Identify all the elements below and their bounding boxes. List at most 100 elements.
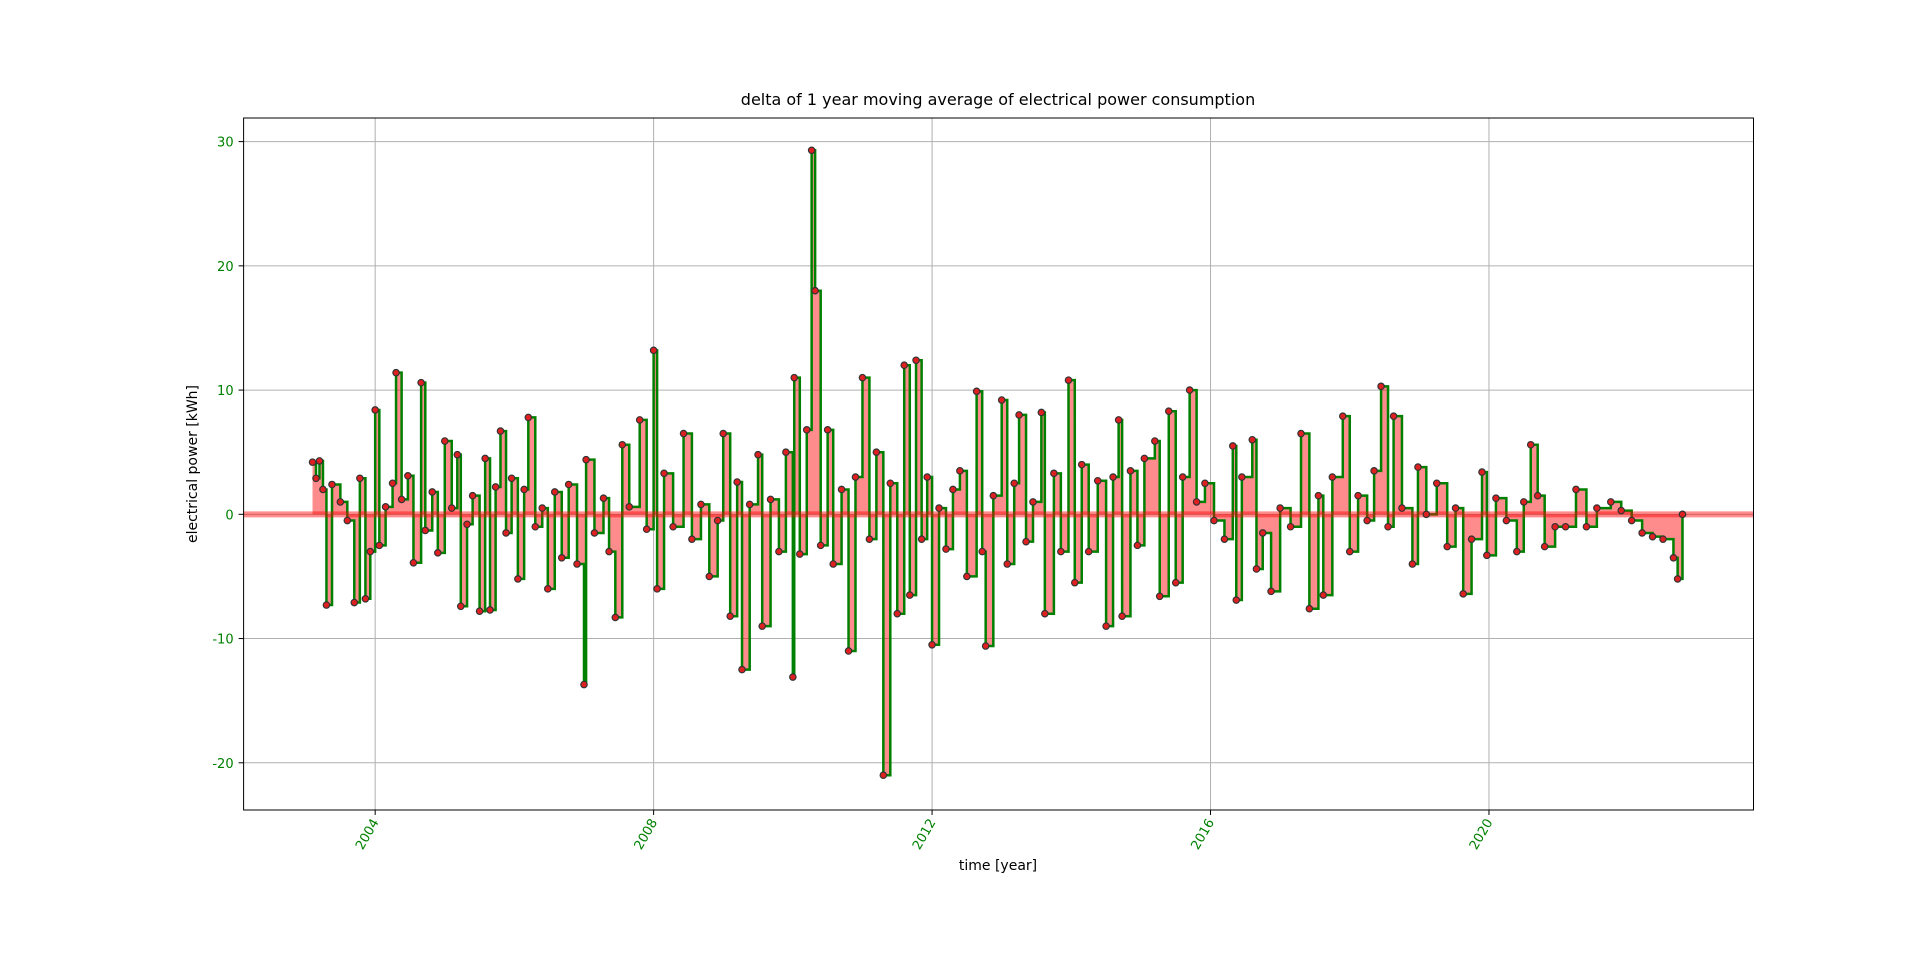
data-point — [796, 550, 804, 558]
data-point — [1384, 522, 1392, 531]
data-point — [336, 498, 345, 506]
data-point — [1029, 498, 1037, 506]
data-point — [972, 387, 981, 396]
data-point — [388, 479, 397, 488]
data-point — [350, 598, 359, 607]
data-point — [618, 440, 627, 449]
data-point — [1015, 411, 1023, 419]
data-point — [1414, 463, 1422, 471]
data-point — [1669, 553, 1678, 562]
x-tick-label: 2016 — [1188, 817, 1218, 853]
data-point — [434, 549, 442, 557]
data-point — [738, 665, 746, 674]
data-point — [481, 454, 489, 463]
data-point — [1432, 479, 1441, 488]
data-point — [981, 642, 990, 650]
y-axis-label: electrical power [kWh] — [185, 385, 201, 543]
data-point — [1314, 491, 1323, 500]
data-point — [590, 529, 599, 537]
data-point — [775, 547, 783, 556]
data-point — [688, 535, 696, 543]
data-point — [1109, 473, 1117, 481]
data-point — [844, 647, 853, 655]
data-point — [1483, 551, 1491, 560]
data-point — [582, 455, 590, 464]
data-point — [564, 480, 573, 489]
data-point — [879, 771, 888, 780]
data-point — [1582, 522, 1591, 531]
data-point — [942, 545, 950, 553]
data-point — [625, 503, 634, 511]
data-point — [580, 680, 588, 689]
data-point — [660, 469, 668, 478]
data-point — [514, 575, 522, 583]
data-point — [1673, 575, 1682, 583]
data-point — [872, 448, 881, 456]
series-line — [312, 149, 1684, 777]
data-point — [1297, 429, 1305, 438]
data-point — [343, 516, 352, 525]
data-point — [507, 474, 516, 483]
data-point — [1126, 467, 1135, 475]
data-point — [1248, 435, 1257, 444]
data-point — [766, 495, 775, 504]
data-point — [963, 572, 971, 581]
data-point — [1252, 565, 1261, 573]
data-point — [912, 356, 920, 365]
data-point — [802, 426, 811, 434]
data-point — [486, 606, 494, 614]
data-point — [1192, 498, 1201, 506]
data-point — [886, 479, 895, 488]
data-point — [1286, 522, 1295, 531]
data-point — [719, 429, 728, 438]
data-point — [989, 491, 998, 500]
y-tick-label: -20 — [212, 757, 233, 772]
data-point — [375, 541, 384, 550]
data-point — [463, 520, 471, 529]
data-point — [1377, 382, 1385, 391]
data-point — [1443, 542, 1452, 551]
data-point — [1220, 535, 1229, 543]
data-point — [1118, 612, 1126, 620]
data-point — [858, 373, 867, 382]
data-point — [417, 378, 425, 387]
data-point — [315, 457, 324, 465]
data-point — [956, 467, 964, 475]
data-point — [928, 640, 936, 649]
data-point — [1492, 494, 1500, 502]
y-tick-label: 10 — [217, 384, 234, 399]
data-point — [816, 541, 825, 550]
data-point — [997, 396, 1006, 404]
data-point — [1593, 504, 1601, 512]
data-point — [1305, 604, 1314, 613]
data-point — [356, 474, 364, 483]
x-axis-label: time [year] — [959, 858, 1037, 874]
data-point — [392, 368, 400, 377]
data-point — [635, 416, 644, 424]
data-point — [1519, 498, 1528, 506]
data-point — [1659, 535, 1667, 543]
data-point — [1540, 542, 1549, 551]
data-point — [371, 406, 379, 414]
data-point — [557, 553, 566, 562]
data-point — [1389, 412, 1398, 420]
data-point — [520, 485, 528, 494]
data-point — [713, 516, 722, 525]
data-point — [1151, 437, 1159, 445]
data-point — [1155, 592, 1164, 601]
data-point — [404, 472, 412, 480]
data-point — [1572, 485, 1580, 494]
data-point — [308, 458, 317, 466]
plot-frame — [243, 117, 1755, 811]
data-point — [1201, 479, 1209, 488]
data-point — [679, 429, 688, 438]
data-point — [837, 485, 846, 494]
data-point — [726, 612, 734, 620]
data-point — [733, 478, 741, 486]
data-point — [421, 526, 430, 535]
data-point — [605, 547, 613, 556]
data-point — [642, 525, 651, 534]
data-point — [1354, 491, 1362, 500]
